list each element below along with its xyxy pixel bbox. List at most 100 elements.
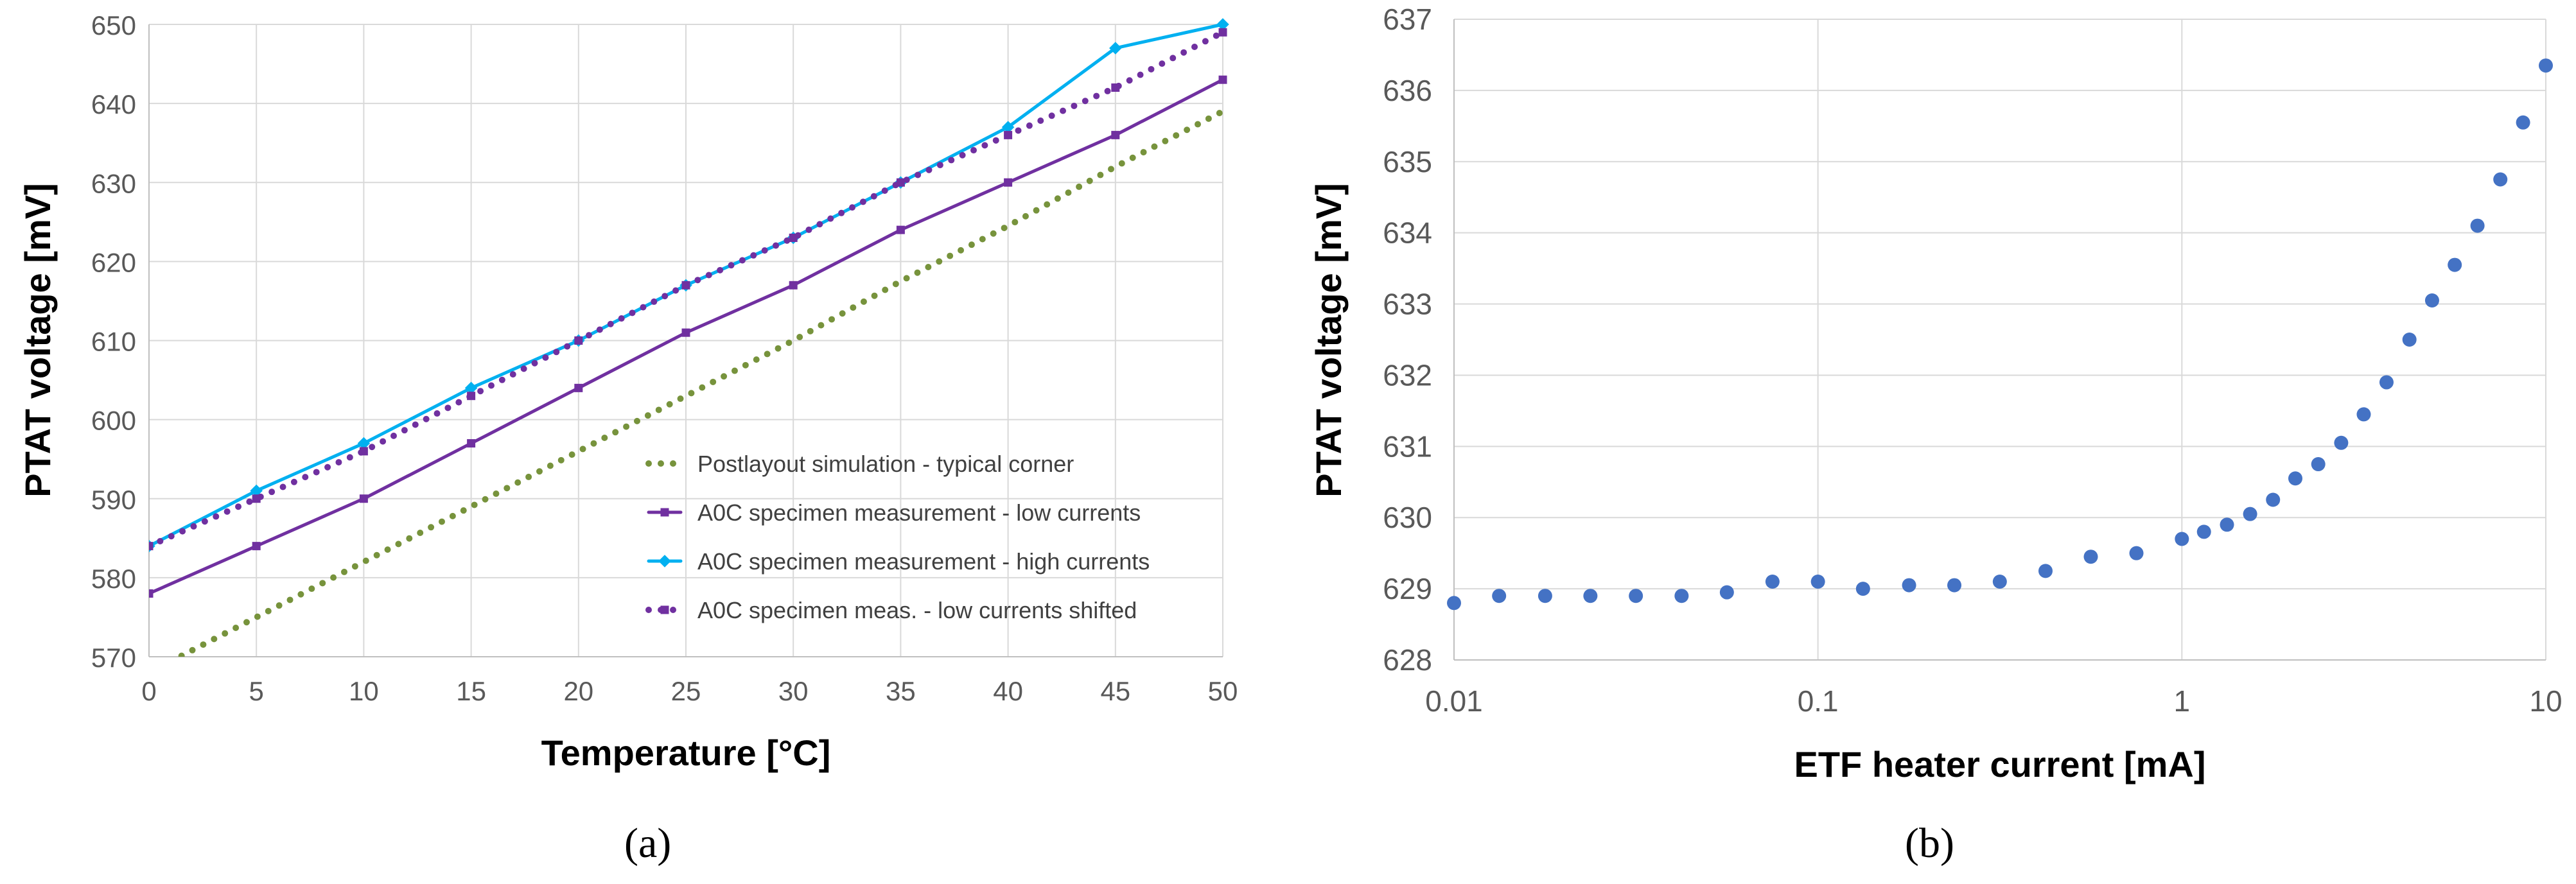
- chart-b-point-19: [2220, 517, 2234, 532]
- chart-a-point-s2-15: [467, 439, 476, 448]
- chart-b-panel-label: (b): [1905, 820, 1954, 867]
- chart-a-x-tick-35: 35: [886, 676, 916, 706]
- chart-a-y-tick-570: 570: [91, 643, 136, 673]
- chart-a-point-s2-45: [1111, 130, 1120, 139]
- chart-a-legend-item-4: A0C specimen meas. - low currents shifte…: [645, 597, 1137, 623]
- chart-b-y-tick-635: 635: [1383, 145, 1432, 178]
- chart-a-point-s2-0: [149, 589, 153, 598]
- chart-b-y-tick-631: 631: [1383, 429, 1432, 463]
- chart-b-y-tick-632: 632: [1383, 358, 1432, 392]
- chart-a-point-s4-10: [359, 447, 368, 456]
- chart-a-x-axis-title: Temperature [°C]: [541, 732, 831, 773]
- chart-a-legend-item-3: A0C specimen measurement - high currents: [647, 548, 1150, 575]
- chart-b-point-7: [1719, 585, 1734, 600]
- chart-a-x-tick-15: 15: [456, 676, 486, 706]
- chart-a-x-tick-25: 25: [671, 676, 701, 706]
- chart-a-y-tick-610: 610: [91, 327, 136, 357]
- chart-b-y-tick-634: 634: [1383, 216, 1432, 250]
- chart-b-point-23: [2311, 457, 2326, 472]
- chart-b-x-tick-3: 10: [2529, 684, 2562, 718]
- chart-a-point-s3-50: [1216, 18, 1229, 31]
- chart-a-y-tick-600: 600: [91, 406, 136, 436]
- chart-a-series-a0c-specimen-measurement-low-currents: [149, 75, 1227, 598]
- chart-b-point-25: [2356, 407, 2371, 422]
- chart-b-point-16: [2129, 546, 2144, 560]
- chart-a-x-tick-5: 5: [249, 676, 264, 706]
- chart-a-point-s2-35: [896, 225, 905, 234]
- chart-b-point-27: [2402, 333, 2417, 347]
- chart-b-point-29: [2448, 257, 2462, 272]
- chart-b-point-15: [2083, 550, 2098, 564]
- chart-b-point-28: [2424, 293, 2439, 308]
- chart-a-x-tick-10: 10: [349, 676, 379, 706]
- chart-a-legend-label-4: A0C specimen meas. - low currents shifte…: [697, 597, 1137, 623]
- chart-a-point-s4-45: [1111, 83, 1120, 92]
- chart-b-y-tick-630: 630: [1383, 501, 1432, 534]
- chart-a-point-s2-30: [789, 281, 798, 290]
- chart-a-panel-label: (a): [624, 820, 671, 867]
- chart-a-legend-marker-3: [658, 555, 671, 568]
- chart-b-point-13: [1992, 575, 2007, 589]
- chart-b-point-22: [2288, 471, 2302, 486]
- chart-b-point-2: [1492, 589, 1507, 603]
- chart-b-series-ptat-voltage: [1447, 58, 2553, 611]
- chart-b-point-31: [2493, 172, 2508, 187]
- chart-b-point-33: [2539, 58, 2553, 73]
- chart-a-legend: Postlayout simulation - typical corner A0…: [645, 451, 1150, 623]
- chart-a-point-s4-35: [896, 178, 905, 187]
- chart-a-point-s4-15: [467, 392, 476, 401]
- chart-b-point-18: [2196, 524, 2211, 539]
- chart-b-heater-current-ptat: 628 629 630 631 632 633 634 635 636 637 0.01 0.1 1 1…: [1308, 3, 2563, 867]
- chart-a-y-tick-labels: 570 580 590 600 610 620 630 640 650: [91, 10, 136, 673]
- chart-b-point-10: [1855, 582, 1870, 596]
- chart-a-point-s2-10: [359, 494, 368, 503]
- chart-b-point-11: [1902, 578, 1916, 593]
- chart-b-y-tick-637: 637: [1383, 3, 1432, 36]
- chart-b-point-8: [1765, 575, 1780, 589]
- chart-a-point-s2-20: [574, 383, 583, 392]
- chart-a-point-s2-25: [681, 328, 690, 337]
- chart-a-y-tick-640: 640: [91, 89, 136, 119]
- chart-b-point-5: [1629, 589, 1643, 603]
- chart-a-point-s4-20: [574, 336, 583, 345]
- chart-b-x-tick-0: 0.01: [1425, 684, 1483, 718]
- chart-b-x-axis-title: ETF heater current [mA]: [1794, 744, 2206, 784]
- chart-b-x-tick-labels: 0.01 0.1 1 10: [1425, 684, 2562, 718]
- chart-b-point-14: [2038, 564, 2053, 578]
- chart-a-point-s4-30: [789, 233, 798, 242]
- chart-a-x-tick-30: 30: [778, 676, 809, 706]
- chart-a-x-tick-20: 20: [563, 676, 593, 706]
- chart-a-point-s4-25: [681, 281, 690, 290]
- chart-a-x-tick-labels: 0 5 10 15 20 25 30 35 40 45 50: [141, 676, 1238, 706]
- chart-b-point-24: [2334, 435, 2349, 450]
- chart-a-point-s4-50: [1218, 28, 1227, 37]
- chart-b-y-tick-636: 636: [1383, 74, 1432, 107]
- chart-a-point-s2-5: [252, 542, 261, 551]
- chart-b-y-axis-title: PTAT voltage [mV]: [1308, 183, 1349, 498]
- chart-b-point-32: [2516, 115, 2530, 130]
- chart-a-y-tick-650: 650: [91, 10, 136, 40]
- chart-a-series: [149, 18, 1229, 657]
- chart-b-point-4: [1583, 589, 1598, 603]
- chart-a-legend-label-3: A0C specimen measurement - high currents: [697, 548, 1150, 575]
- chart-a-point-s3-10: [357, 437, 371, 450]
- chart-a-y-tick-580: 580: [91, 564, 136, 594]
- chart-a-legend-item-1: Postlayout simulation - typical corner: [645, 451, 1074, 477]
- chart-b-y-tick-633: 633: [1383, 288, 1432, 321]
- chart-b-y-tick-629: 629: [1383, 572, 1432, 605]
- chart-a-temperature-ptat: 570 580 590 600 610 620 630 640 650 0 5 10 15 20 25 30…: [17, 10, 1238, 867]
- chart-b-point-30: [2470, 218, 2485, 233]
- chart-a-legend-label-1: Postlayout simulation - typical corner: [697, 451, 1074, 477]
- chart-a-point-s4-40: [1004, 130, 1013, 139]
- chart-a-series-a0c-specimen-meas-low-currents-shifted: [149, 28, 1227, 551]
- chart-a-point-s3-15: [464, 381, 478, 395]
- chart-a-legend-label-2: A0C specimen measurement - low currents: [697, 499, 1141, 526]
- chart-b-point-1: [1447, 596, 1461, 611]
- chart-a-point-s2-50: [1218, 75, 1227, 84]
- chart-b-x-tick-2: 1: [2174, 684, 2191, 718]
- chart-a-legend-marker-4: [660, 605, 669, 614]
- chart-b-series: [1447, 58, 2553, 611]
- chart-a-y-tick-590: 590: [91, 485, 136, 515]
- chart-b-point-17: [2175, 532, 2189, 546]
